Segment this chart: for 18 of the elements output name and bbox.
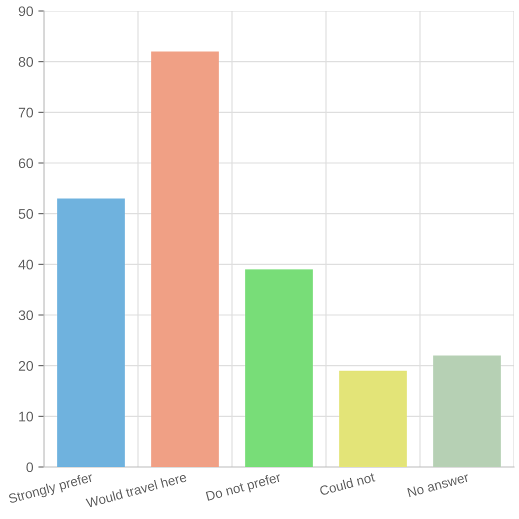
y-tick-label: 60 — [18, 158, 34, 168]
bar — [339, 370, 407, 467]
y-tick-label: 80 — [18, 57, 34, 67]
y-tick-label: 40 — [18, 260, 34, 270]
bar — [433, 356, 501, 467]
y-tick-label: 50 — [18, 209, 34, 219]
x-tick-label: Do not prefer — [206, 472, 282, 504]
y-tick-label: 90 — [18, 6, 34, 16]
y-tick-label: 30 — [18, 310, 34, 320]
y-tick-label: 70 — [18, 108, 34, 118]
bar — [151, 52, 219, 467]
y-tick-label: 20 — [18, 361, 34, 371]
x-tick-label: No answer — [407, 472, 470, 498]
bar — [57, 198, 125, 467]
y-tick-label: 0 — [26, 462, 34, 472]
x-tick-label: Could not — [319, 472, 376, 496]
y-tick-label: 10 — [19, 412, 34, 422]
bar — [245, 269, 313, 467]
